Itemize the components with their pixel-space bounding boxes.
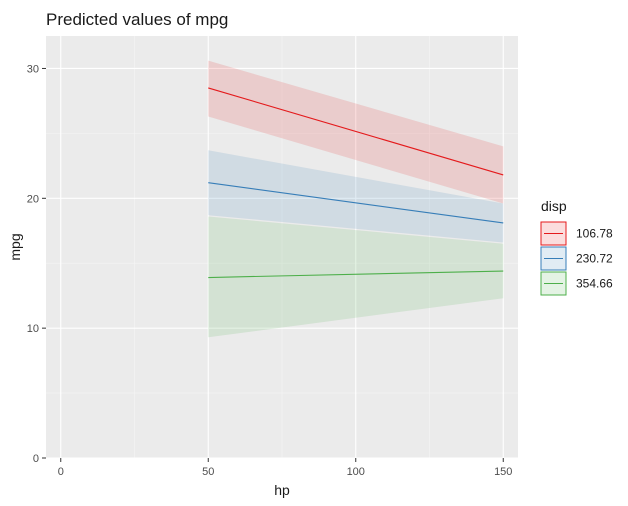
axes: 0 50 100 150 0 10 20 30 [27,63,513,478]
series-line-354.66 [208,270,504,279]
chart-title: Predicted values of mpg [46,10,228,29]
y-tick-label: 0 [33,453,39,465]
confidence-band-106.78 [208,60,504,204]
series-line-106.78 [208,87,504,176]
y-tick-label: 10 [27,323,39,335]
legend-title: disp [541,198,567,214]
confidence-band-230.72 [208,150,504,243]
x-tick-label: 50 [202,466,214,478]
x-tick-label: 150 [494,466,512,478]
legend-label: 106.78 [576,227,613,241]
series-lines [208,87,504,279]
y-tick-label: 30 [27,63,39,75]
x-axis-title: hp [274,482,290,498]
legend-label: 354.66 [576,277,613,291]
grid [46,36,518,459]
confidence-bands [208,60,504,338]
x-tick-label: 100 [347,466,365,478]
x-tick-label: 0 [58,466,64,478]
y-axis-title: mpg [7,233,23,260]
legend: disp 106.78 230.72 354.66 [540,198,613,296]
series-line-230.72 [208,182,504,224]
legend-label: 230.72 [576,252,613,266]
confidence-band-354.66 [208,216,504,338]
y-tick-label: 20 [27,193,39,205]
